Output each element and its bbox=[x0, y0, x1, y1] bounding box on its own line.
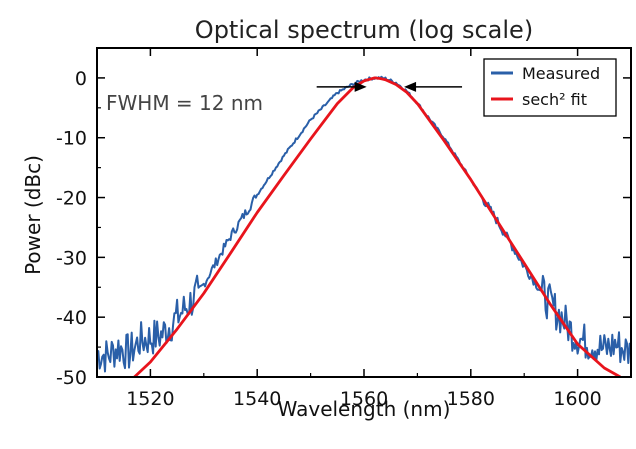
fwhm-arrow-left-head bbox=[354, 81, 367, 92]
y-tick-label: -20 bbox=[56, 188, 87, 210]
fwhm-arrow-right-head bbox=[404, 81, 417, 92]
x-tick-label: 1600 bbox=[553, 388, 601, 410]
y-tick-label: -50 bbox=[56, 367, 87, 389]
x-tick-label: 1580 bbox=[447, 388, 495, 410]
legend: Measured sech² fit bbox=[483, 58, 617, 117]
legend-label-fit: sech² fit bbox=[522, 90, 587, 109]
plot-area: 1520 1540 1560 1580 1600 0 -10 -20 -30 -40 -50 bbox=[56, 47, 632, 410]
y-tick-label: -40 bbox=[56, 307, 87, 329]
chart-title: Optical spectrum (log scale) bbox=[195, 16, 533, 44]
y-tick-label: -30 bbox=[56, 247, 87, 269]
legend-label-measured: Measured bbox=[522, 64, 600, 83]
y-axis-title: Power (dBc) bbox=[21, 155, 45, 275]
y-tick-label: 0 bbox=[75, 68, 87, 90]
x-tick-label: 1560 bbox=[340, 388, 388, 410]
x-axis-title: Wavelength (nm) bbox=[278, 397, 451, 421]
x-tick-label: 1540 bbox=[233, 388, 281, 410]
legend-box bbox=[483, 58, 617, 117]
y-tick-label: -10 bbox=[56, 128, 87, 150]
x-tick-label: 1520 bbox=[126, 388, 174, 410]
series-line-fit bbox=[133, 76, 621, 377]
fwhm-annotation: FWHM = 12 nm bbox=[106, 91, 263, 115]
series-group bbox=[97, 75, 631, 377]
